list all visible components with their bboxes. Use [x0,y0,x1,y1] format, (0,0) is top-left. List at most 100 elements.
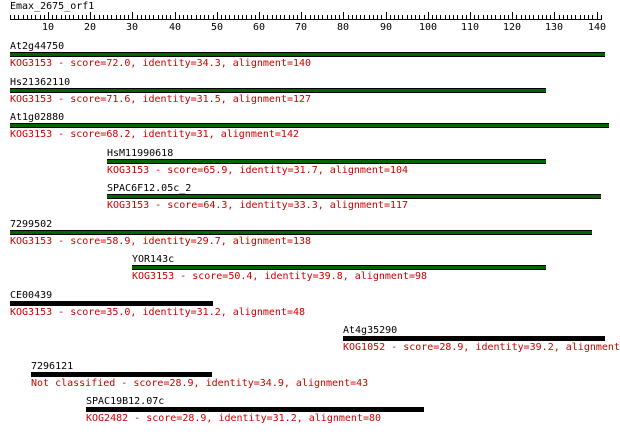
hit-name: 7296121 [31,361,74,372]
minor-tick [221,15,222,19]
hit-score-label[interactable]: KOG3153 - score=58.9, identity=29.7, ali… [10,236,312,247]
hit-bar[interactable] [10,301,213,306]
minor-tick [86,15,87,19]
minor-tick [225,15,226,19]
hit-score-label[interactable]: KOG3153 - score=50.4, identity=39.8, ali… [132,271,428,282]
minor-tick [538,15,539,19]
major-tick [259,12,260,20]
minor-tick [263,15,264,19]
minor-tick [10,15,11,19]
minor-tick [318,15,319,19]
minor-tick [40,15,41,19]
tick-label: 30 [125,22,139,33]
major-tick [132,12,133,20]
hit-name: At4g35290 [343,325,398,336]
minor-tick [116,15,117,19]
hit-name: SPAC19B12.07c [86,396,165,407]
minor-tick [107,15,108,19]
hit-score-label[interactable]: KOG3153 - score=68.2, identity=31, align… [10,129,299,140]
minor-tick [293,15,294,19]
minor-tick [394,15,395,19]
hit-name: HsM11990618 [107,148,174,159]
tick-label: 40 [168,22,182,33]
minor-tick [474,15,475,19]
minor-tick [457,15,458,19]
minor-tick [234,15,235,19]
minor-tick [284,15,285,19]
tick-label: 130 [544,22,564,33]
minor-tick [525,15,526,19]
major-tick [512,12,513,20]
minor-tick [563,15,564,19]
minor-tick [424,15,425,19]
hit-score-label[interactable]: KOG3153 - score=71.6, identity=31.5, ali… [10,94,312,105]
minor-tick [280,15,281,19]
minor-tick [533,15,534,19]
minor-tick [411,15,412,19]
hit-bar[interactable] [86,407,424,412]
major-tick [175,12,176,20]
hit-bar[interactable] [132,265,546,270]
minor-tick [179,15,180,19]
minor-tick [52,15,53,19]
tick-label: 20 [83,22,97,33]
minor-tick [213,15,214,19]
minor-tick [491,15,492,19]
minor-tick [166,15,167,19]
minor-tick [272,15,273,19]
major-tick [48,12,49,20]
minor-tick [571,15,572,19]
minor-tick [238,15,239,19]
minor-tick [478,15,479,19]
minor-tick [445,15,446,19]
hit-bar[interactable] [31,372,212,377]
minor-tick [580,15,581,19]
minor-tick [356,15,357,19]
minor-tick [453,15,454,19]
tick-label: 60 [252,22,266,33]
minor-tick [289,15,290,19]
minor-tick [419,15,420,19]
major-tick [554,12,555,20]
tick-label: 120 [502,22,522,33]
minor-tick [369,15,370,19]
minor-tick [559,15,560,19]
major-tick [217,12,218,20]
minor-tick [322,15,323,19]
hit-bar[interactable] [10,52,605,57]
minor-tick [141,15,142,19]
minor-tick [407,15,408,19]
minor-tick [449,15,450,19]
hit-bar[interactable] [343,336,605,341]
minor-tick [229,15,230,19]
minor-tick [487,15,488,19]
minor-tick [69,15,70,19]
hit-bar[interactable] [107,194,601,199]
hit-score-label[interactable]: KOG3153 - score=65.9, identity=31.7, ali… [107,165,409,176]
minor-tick [145,15,146,19]
hit-bar[interactable] [10,123,609,128]
minor-tick [204,15,205,19]
minor-tick [162,15,163,19]
hit-score-label[interactable]: KOG3153 - score=64.3, identity=33.3, ali… [107,200,409,211]
minor-tick [170,15,171,19]
hit-score-label[interactable]: KOG1052 - score=28.9, identity=39.2, ali… [343,342,620,353]
hit-score-label[interactable]: KOG2482 - score=28.9, identity=31.2, ali… [86,413,382,424]
hit-bar[interactable] [107,159,546,164]
major-tick [301,12,302,20]
tick-label: 70 [294,22,308,33]
minor-tick [584,15,585,19]
hit-score-label[interactable]: Not classified - score=28.9, identity=34… [31,378,369,389]
hit-score-label[interactable]: KOG3153 - score=72.0, identity=34.3, ali… [10,58,312,69]
minor-tick [183,15,184,19]
minor-tick [56,15,57,19]
hit-bar[interactable] [10,230,592,235]
minor-tick [149,15,150,19]
hit-bar[interactable] [10,88,546,93]
minor-tick [381,15,382,19]
major-tick [386,12,387,20]
tick-label: 80 [336,22,350,33]
major-tick [90,12,91,20]
tick-label: 90 [379,22,393,33]
hit-score-label[interactable]: KOG3153 - score=35.0, identity=31.2, ali… [10,307,306,318]
